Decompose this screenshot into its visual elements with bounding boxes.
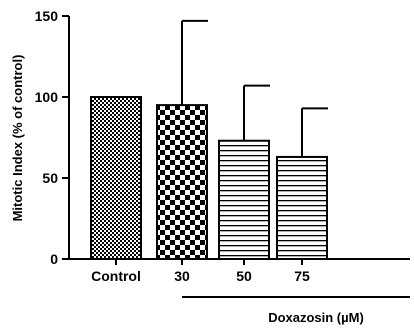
bars (90, 19, 328, 261)
y-axis-title: Mitotic Index (% of control) (10, 55, 25, 222)
x-tick-labels: Control 30 50 75 (91, 259, 310, 284)
bar-75 (276, 155, 328, 260)
y-tick-label: 50 (42, 170, 58, 186)
x-tick-label: Control (91, 268, 141, 284)
group-label: Doxazosin (µM) (268, 310, 364, 325)
y-tick-label: 100 (35, 89, 59, 105)
y-ticks: 0 50 100 150 (35, 8, 69, 267)
bar-50 (218, 139, 270, 261)
bar-control (90, 96, 142, 260)
x-tick-label: 30 (174, 268, 190, 284)
y-tick-label: 0 (50, 251, 58, 267)
y-tick-label: 150 (35, 8, 59, 24)
x-tick-label: 75 (294, 268, 310, 284)
bar-30 (156, 104, 208, 260)
x-tick-label: 50 (236, 268, 252, 284)
